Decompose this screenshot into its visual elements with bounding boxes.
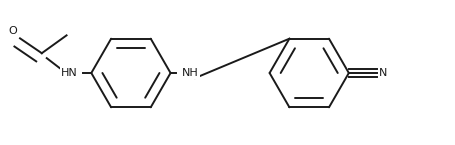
Text: N: N xyxy=(379,68,387,78)
Text: O: O xyxy=(9,26,17,36)
Text: NH: NH xyxy=(182,68,199,78)
Text: HN: HN xyxy=(61,68,78,78)
